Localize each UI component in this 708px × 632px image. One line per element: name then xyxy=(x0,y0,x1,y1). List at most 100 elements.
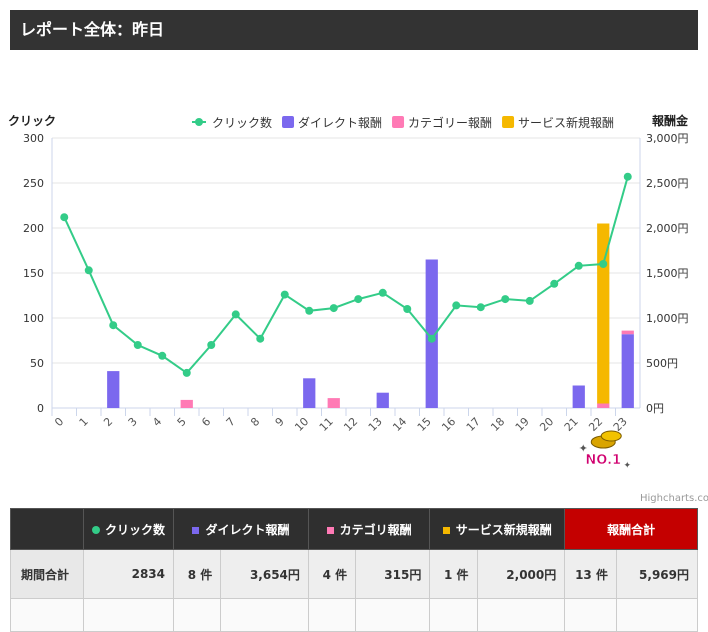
header-category-label: カテゴリ報酬 xyxy=(339,522,412,537)
x-tick-label: 21 xyxy=(562,415,581,434)
bar-ダイレクト報酬 xyxy=(621,334,634,408)
extra-cell xyxy=(564,598,617,632)
cell-total-count: 13 件 xyxy=(564,549,617,599)
x-tick-label: 12 xyxy=(341,415,360,434)
extra-cell xyxy=(83,598,175,632)
cell-clicks: 2834 xyxy=(83,549,175,599)
clicks-point xyxy=(427,334,436,343)
clicks-dot-icon xyxy=(92,526,101,534)
x-tick-label: 0 xyxy=(52,415,66,429)
right-tick-label: 1,500円 xyxy=(646,267,689,280)
clicks-point xyxy=(378,288,387,297)
x-tick-label: 16 xyxy=(439,415,458,434)
x-tick-label: 22 xyxy=(586,415,605,434)
cell-total-amount: 5,969円 xyxy=(615,549,699,599)
left-tick-label: 250 xyxy=(23,177,44,190)
clicks-point xyxy=(550,279,559,288)
x-tick-label: 13 xyxy=(366,415,385,434)
chart-credits[interactable]: Highcharts.com xyxy=(640,493,708,504)
service-square-icon xyxy=(442,526,450,534)
extra-cell xyxy=(476,598,566,632)
cell-service-amount: 2,000円 xyxy=(476,549,566,599)
bar-カテゴリー報酬 xyxy=(621,330,634,335)
x-tick-label: 18 xyxy=(488,415,507,434)
legend-item-label: サービス新規報酬 xyxy=(518,115,614,130)
extra-cell xyxy=(9,598,85,632)
clicks-point xyxy=(599,260,608,268)
left-tick-label: 50 xyxy=(30,357,44,370)
x-tick-label: 15 xyxy=(415,415,434,434)
x-tick-label: 6 xyxy=(199,415,213,429)
x-tick-label: 8 xyxy=(248,415,262,429)
clicks-point xyxy=(623,172,632,181)
clicks-point xyxy=(329,304,338,313)
left-tick-label: 150 xyxy=(23,267,44,280)
legend-item-label: クリック数 xyxy=(212,115,272,130)
bar-ダイレクト報酬 xyxy=(107,371,120,408)
summary-extra-row xyxy=(9,598,699,632)
right-tick-label: 500円 xyxy=(646,357,678,370)
header-blank xyxy=(9,508,85,550)
bar-ダイレクト報酬 xyxy=(425,259,438,408)
right-tick-label: 3,000円 xyxy=(646,132,689,145)
no1-badge-text: NO.1 xyxy=(585,453,621,468)
extra-cell xyxy=(307,598,357,632)
bar-ダイレクト報酬 xyxy=(572,385,585,408)
bar-カテゴリー報酬 xyxy=(597,403,610,408)
clicks-point xyxy=(60,213,69,222)
clicks-point xyxy=(109,321,118,330)
clicks-point xyxy=(354,295,363,304)
row-label: 期間合計 xyxy=(9,549,85,599)
left-axis-title: クリック xyxy=(8,114,57,128)
clicks-point xyxy=(403,305,412,313)
right-tick-label: 1,000円 xyxy=(646,312,689,325)
clicks-point xyxy=(158,351,167,360)
sparkle-icon: ✦ xyxy=(623,461,631,471)
bar-サービス新規報酬 xyxy=(597,223,610,404)
header-service-label: サービス新規報酬 xyxy=(455,522,552,537)
x-tick-label: 1 xyxy=(77,415,91,429)
left-tick-label: 200 xyxy=(23,222,44,235)
header-clicks-label: クリック数 xyxy=(105,522,166,537)
left-tick-label: 300 xyxy=(23,132,44,145)
right-tick-label: 2,500円 xyxy=(646,177,689,190)
header-clicks: クリック数 xyxy=(83,508,175,550)
category-square-icon xyxy=(326,526,334,534)
x-tick-label: 7 xyxy=(224,415,238,429)
clicks-point xyxy=(476,303,485,312)
extra-cell xyxy=(615,598,699,632)
clicks-point xyxy=(231,310,240,319)
x-tick-label: 11 xyxy=(317,415,336,434)
clicks-point xyxy=(305,306,314,315)
x-tick-label: 9 xyxy=(273,415,287,429)
legend-item-label: カテゴリー報酬 xyxy=(408,115,492,130)
header-direct-label: ダイレクト報酬 xyxy=(205,522,290,537)
header-total: 報酬合計 xyxy=(564,508,698,550)
bar-ダイレクト報酬 xyxy=(303,378,316,408)
extra-cell xyxy=(355,598,431,632)
report-chart: 0501001502002503000円500円1,000円1,500円2,00… xyxy=(23,115,689,471)
extra-cell xyxy=(220,598,309,632)
x-tick-label: 2 xyxy=(101,415,115,429)
x-tick-label: 17 xyxy=(464,415,483,434)
clicks-point xyxy=(84,266,93,275)
x-tick-label: 4 xyxy=(150,415,164,429)
cell-category-count: 4 件 xyxy=(307,549,357,599)
header-category: カテゴリ報酬 xyxy=(307,508,431,550)
cell-direct-count: 8 件 xyxy=(173,549,222,599)
cell-direct-amount: 3,654円 xyxy=(220,549,309,599)
right-axis-title: 報酬金 xyxy=(652,114,689,128)
bar-カテゴリー報酬 xyxy=(327,398,340,408)
cell-category-amount: 315円 xyxy=(355,549,431,599)
header-service: サービス新規報酬 xyxy=(429,508,566,550)
legend-item-label: ダイレクト報酬 xyxy=(298,115,382,130)
bar-ダイレクト報酬 xyxy=(376,392,389,408)
clicks-point xyxy=(525,296,534,305)
clicks-point xyxy=(133,341,142,349)
header-total-label: 報酬合計 xyxy=(607,522,656,537)
header-direct: ダイレクト報酬 xyxy=(173,508,309,550)
legend-square-symbol xyxy=(502,116,515,128)
clicks-point xyxy=(501,295,510,304)
page-title: レポート全体：昨日 xyxy=(20,20,165,39)
summary-table: クリック数 ダイレクト報酬 カテゴリ報酬 サービス新規報酬 報酬合計 期間合計 … xyxy=(9,508,699,632)
